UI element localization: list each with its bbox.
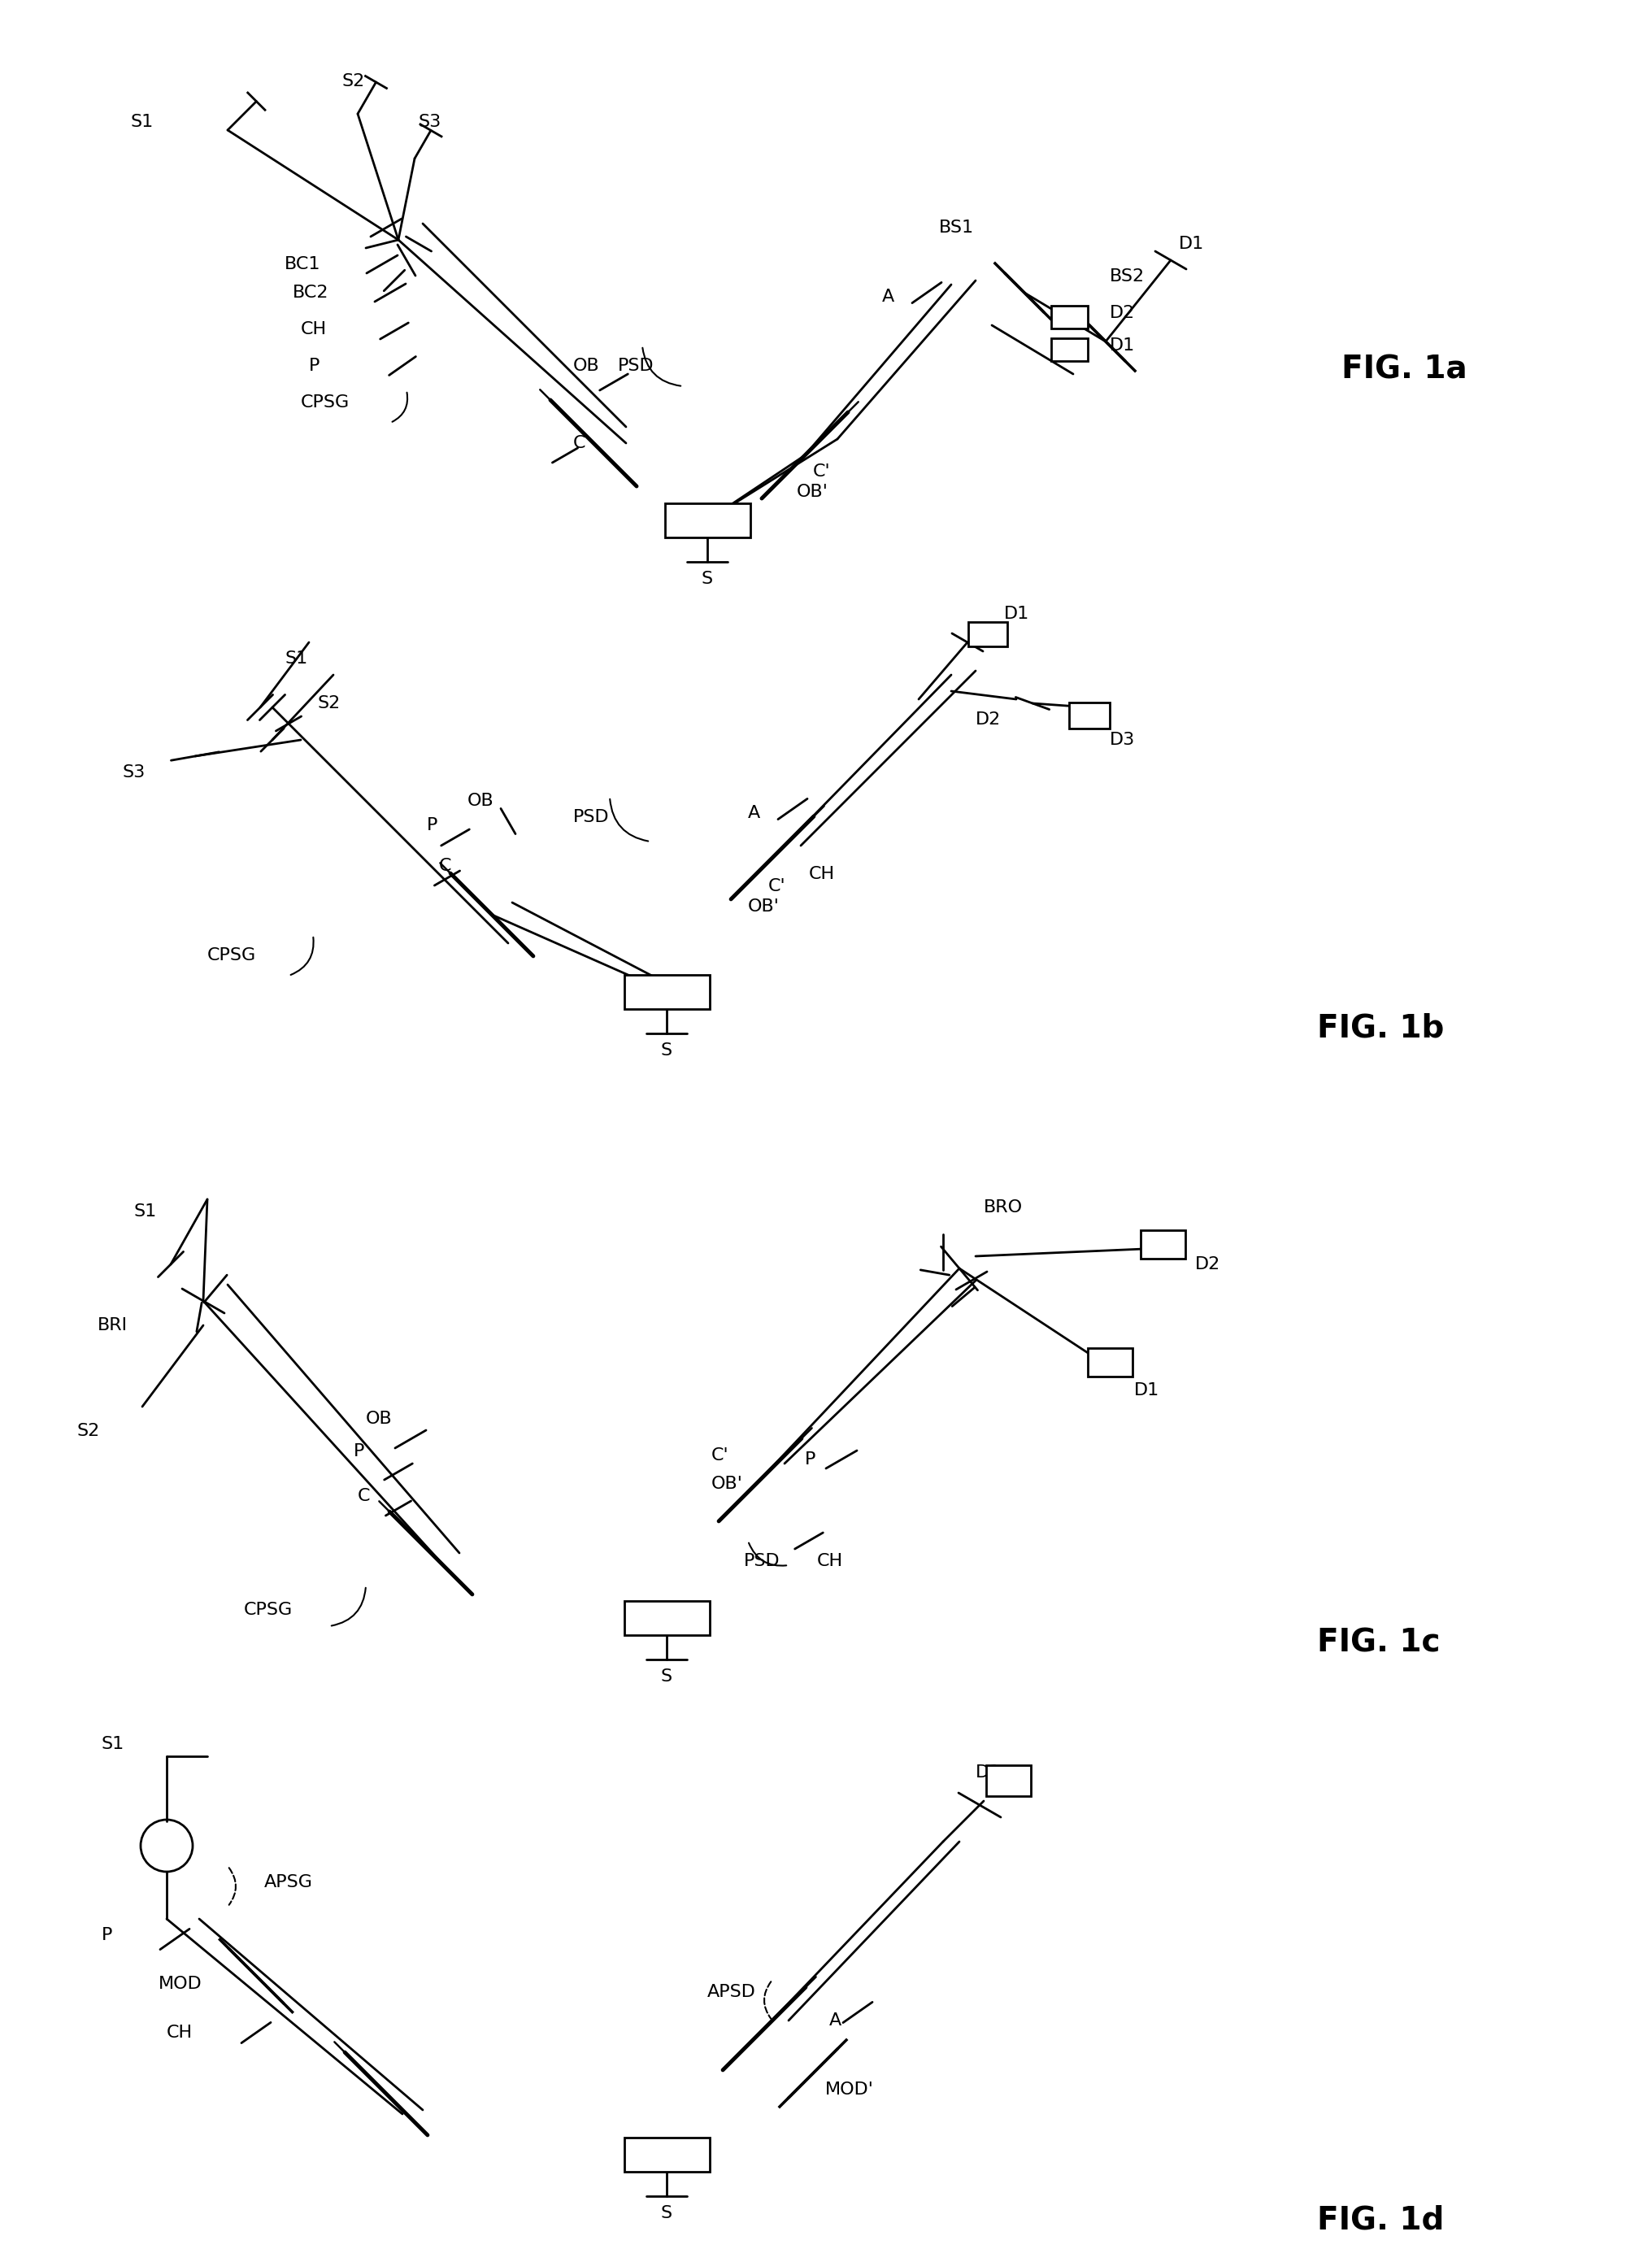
Text: D1: D1 — [1180, 235, 1204, 251]
Text: D3: D3 — [1110, 733, 1135, 749]
Text: S1: S1 — [134, 1203, 157, 1219]
Text: FIG. 1b: FIG. 1b — [1317, 1013, 1444, 1045]
Text: C: C — [573, 434, 586, 450]
Bar — [624, 975, 709, 1009]
Text: P: P — [354, 1443, 365, 1459]
Text: BC2: BC2 — [292, 285, 329, 301]
Text: S2: S2 — [317, 694, 340, 713]
Bar — [1087, 1348, 1132, 1375]
Text: CPSG: CPSG — [301, 394, 350, 412]
Bar — [1069, 703, 1110, 728]
Bar — [624, 1601, 709, 1635]
Bar — [986, 1764, 1031, 1796]
Text: S2: S2 — [78, 1423, 101, 1439]
Text: OB': OB' — [712, 1475, 743, 1493]
Text: S1: S1 — [131, 113, 154, 131]
Text: BS2: BS2 — [1110, 269, 1145, 285]
Text: CH: CH — [818, 1554, 843, 1570]
Text: OB: OB — [365, 1411, 393, 1427]
Bar — [664, 504, 750, 538]
Text: S: S — [702, 570, 714, 588]
Text: BS1: BS1 — [938, 219, 975, 235]
Text: C': C' — [813, 464, 831, 480]
Text: CH: CH — [301, 321, 327, 337]
Text: P: P — [102, 1927, 112, 1943]
Text: OB: OB — [468, 792, 494, 810]
Text: P: P — [805, 1452, 816, 1468]
Text: S1: S1 — [284, 651, 307, 667]
Text: D1: D1 — [1135, 1382, 1160, 1398]
Text: D2: D2 — [1194, 1255, 1221, 1274]
Text: PSD: PSD — [573, 810, 610, 826]
Text: FIG. 1c: FIG. 1c — [1317, 1626, 1441, 1658]
Text: P: P — [309, 357, 320, 373]
Text: S1: S1 — [102, 1735, 124, 1753]
Text: S2: S2 — [342, 72, 365, 90]
Text: P: P — [426, 817, 438, 832]
Bar — [1051, 339, 1087, 362]
Text: MOD: MOD — [159, 1975, 202, 1993]
Text: S: S — [661, 1043, 672, 1059]
Text: A: A — [882, 290, 894, 305]
Text: D1: D1 — [1004, 606, 1029, 622]
Text: D1: D1 — [976, 1764, 1001, 1780]
Text: FIG. 1d: FIG. 1d — [1317, 2203, 1444, 2235]
Text: CH: CH — [809, 866, 834, 882]
Text: S: S — [661, 2205, 672, 2221]
Text: OB': OB' — [796, 484, 828, 500]
Text: APSG: APSG — [264, 1875, 312, 1891]
Text: PSD: PSD — [743, 1554, 780, 1570]
Text: A: A — [748, 805, 760, 821]
Text: OB: OB — [573, 357, 600, 373]
Text: BRO: BRO — [983, 1199, 1023, 1215]
Text: D2: D2 — [976, 713, 1001, 728]
Text: BC1: BC1 — [284, 256, 320, 271]
Text: S3: S3 — [418, 113, 441, 131]
Text: APSD: APSD — [707, 1984, 757, 2000]
Text: C: C — [358, 1488, 370, 1504]
Bar — [624, 2138, 709, 2172]
Text: CPSG: CPSG — [244, 1601, 292, 1617]
Text: CPSG: CPSG — [206, 948, 256, 964]
Text: OB': OB' — [748, 898, 780, 914]
Text: C': C' — [712, 1448, 729, 1464]
Text: D1: D1 — [1110, 337, 1135, 353]
Text: CH: CH — [167, 2024, 193, 2040]
Bar — [1051, 305, 1087, 328]
Text: A: A — [829, 2013, 841, 2029]
Text: C': C' — [768, 878, 786, 893]
Text: BRI: BRI — [97, 1316, 127, 1335]
Text: FIG. 1a: FIG. 1a — [1341, 355, 1467, 385]
Text: S: S — [661, 1669, 672, 1685]
Bar — [1140, 1231, 1184, 1258]
Text: D2: D2 — [1110, 305, 1135, 321]
Text: PSD: PSD — [618, 357, 654, 373]
Text: C: C — [439, 857, 451, 873]
Bar — [968, 622, 1008, 647]
Text: MOD': MOD' — [826, 2081, 874, 2097]
Text: S3: S3 — [122, 765, 145, 780]
